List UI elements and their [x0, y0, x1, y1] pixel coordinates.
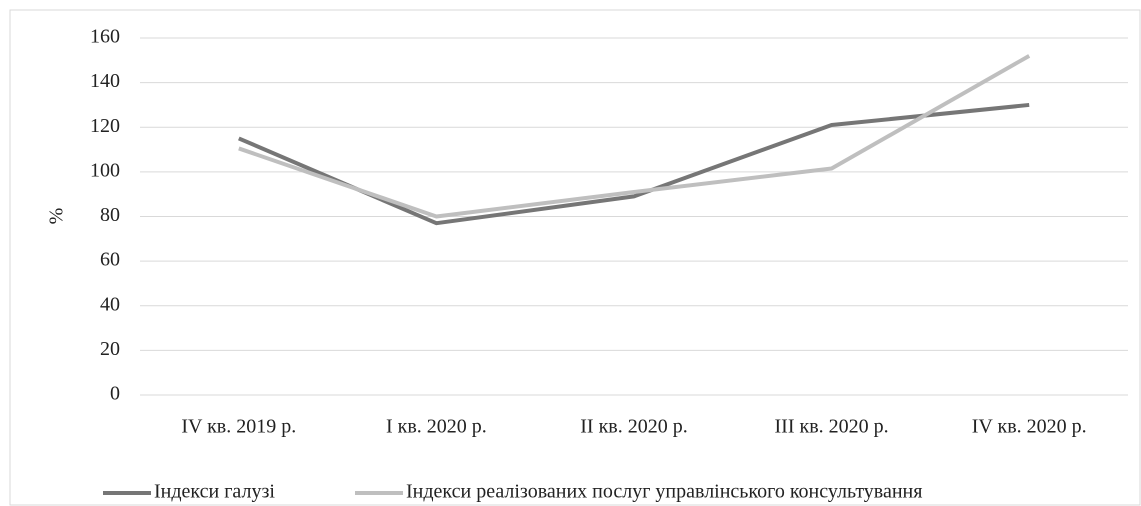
x-tick-label: IV кв. 2020 р.	[972, 416, 1087, 438]
x-tick-label: III кв. 2020 р.	[775, 416, 889, 438]
y-tick-label: 140	[90, 70, 120, 92]
chart-border	[9, 9, 1141, 506]
x-tick-label: II кв. 2020 р.	[580, 416, 687, 438]
y-tick-label: 80	[100, 204, 120, 226]
series-line	[238, 54, 1031, 219]
y-axis-label: %	[46, 208, 68, 225]
legend-label: Індекси реалізованих послуг управлінсько…	[406, 481, 922, 503]
y-tick-label: 100	[90, 159, 120, 181]
y-tick-label: 40	[100, 293, 120, 315]
y-tick-label: 160	[90, 26, 120, 48]
y-tick-label: 0	[110, 383, 120, 405]
x-tick-label: IV кв. 2019 р.	[181, 416, 296, 438]
y-tick-label: 120	[90, 115, 120, 137]
x-tick-label: I кв. 2020 р.	[386, 416, 487, 438]
legend-label: Індекси галузі	[154, 481, 275, 503]
y-tick-label: 60	[100, 249, 120, 271]
y-tick-label: 20	[100, 338, 120, 360]
